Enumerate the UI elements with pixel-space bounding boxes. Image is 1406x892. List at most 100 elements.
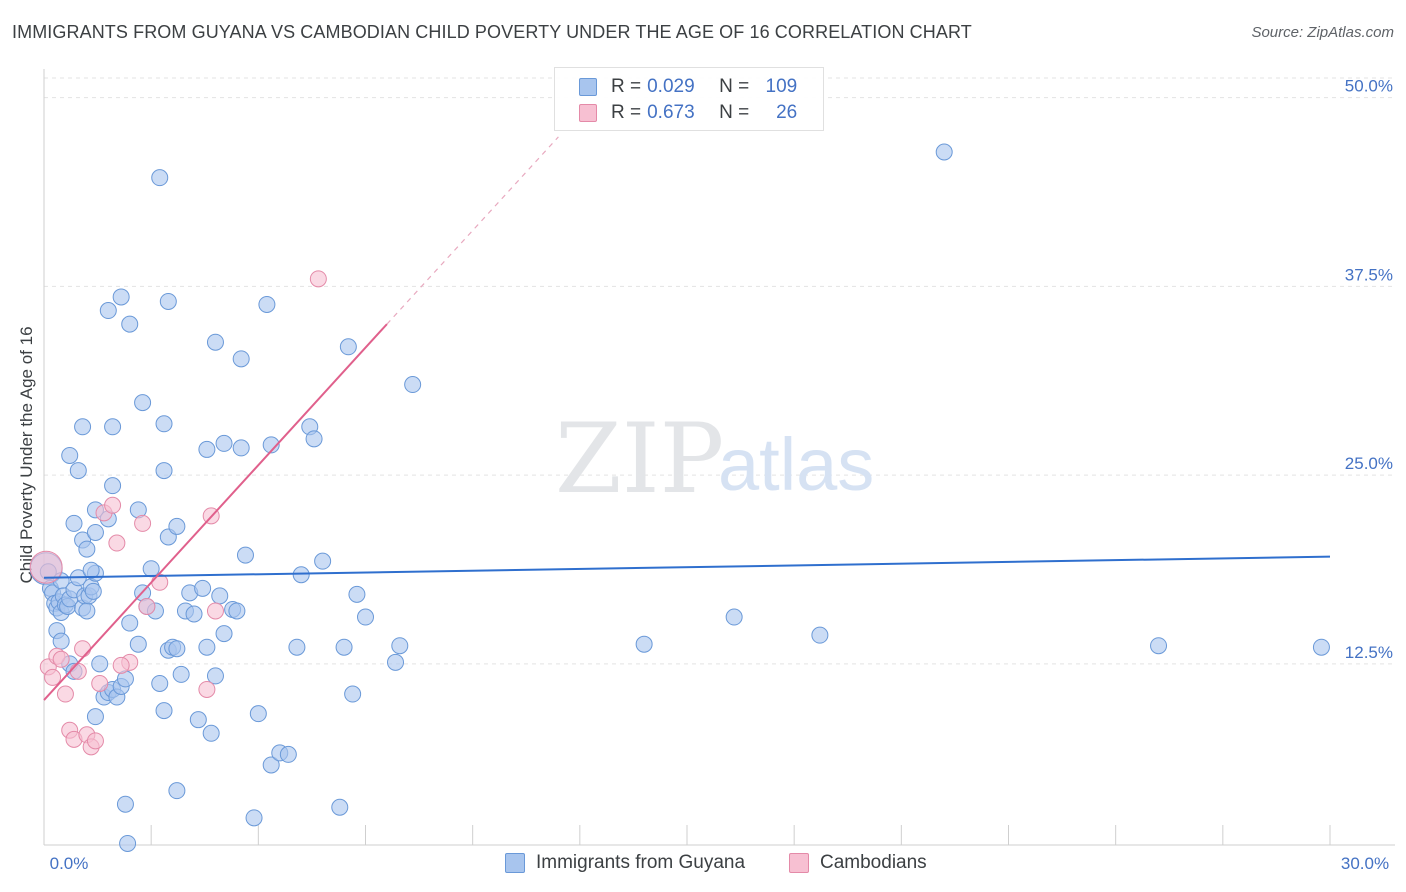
watermark-zip: ZIP	[555, 403, 724, 515]
guyana-point	[198, 440, 216, 458]
stats-row-cambodians: R = 0.673 N = 26	[579, 100, 797, 126]
guyana-point	[232, 350, 250, 368]
guyana-point	[74, 418, 92, 436]
guyana-point	[104, 477, 122, 495]
guyana-point	[134, 394, 152, 412]
guyana-point	[78, 602, 96, 620]
guyana-point	[82, 561, 100, 579]
legend-item-cambodians[interactable]: Cambodians	[789, 852, 927, 874]
cambodian-point	[52, 650, 70, 668]
guyana-point	[339, 338, 357, 356]
guyana-point	[245, 809, 263, 827]
guyana-point	[172, 665, 190, 683]
guyana-point	[159, 292, 177, 310]
guyana-point	[129, 635, 147, 653]
guyana-point	[215, 434, 233, 452]
guyana-point	[168, 782, 186, 800]
cambodian-point	[206, 602, 224, 620]
legend: Immigrants from Guyana Cambodians	[0, 852, 1406, 878]
r-value: 0.029	[647, 76, 695, 97]
guyana-point	[52, 632, 70, 650]
guyana-point	[151, 674, 169, 692]
guyana-point	[84, 582, 102, 600]
legend-item-guyana[interactable]: Immigrants from Guyana	[505, 852, 745, 874]
r-label: R =	[611, 102, 642, 123]
cambodian-point	[138, 597, 156, 615]
guyana-point	[206, 333, 224, 351]
guyana-point	[155, 702, 173, 720]
guyana-point	[116, 795, 134, 813]
guyana-point	[305, 430, 323, 448]
guyana-point	[236, 546, 254, 564]
guyana-point	[86, 523, 104, 541]
source-credit: Source: ZipAtlas.com	[1251, 24, 1394, 41]
guyana-point	[232, 439, 250, 457]
n-value: 26	[776, 102, 798, 123]
n-value: 109	[765, 76, 798, 97]
guyana-point	[91, 655, 109, 673]
y-tick-label: 12.5%	[1345, 643, 1393, 662]
guyana-point	[811, 626, 829, 644]
guyana-point	[194, 579, 212, 597]
guyana-point	[61, 446, 79, 464]
n-label: N =	[719, 76, 750, 97]
cambodian-point	[44, 668, 62, 686]
cambodian-point	[104, 496, 122, 514]
y-tick-label: 50.0%	[1345, 77, 1393, 96]
guyana-point	[635, 635, 653, 653]
cambodians-swatch	[579, 104, 597, 122]
guyana-point	[228, 602, 246, 620]
axes	[43, 69, 1395, 846]
guyana-point	[258, 295, 276, 313]
stats-row-guyana: R = 0.029 N = 109	[579, 74, 797, 100]
data-points	[29, 143, 1330, 852]
guyana-point	[119, 834, 137, 852]
guyana-point	[404, 376, 422, 394]
guyana-point	[142, 560, 160, 578]
guyana-point	[357, 608, 374, 626]
guyana-point	[155, 462, 173, 480]
guyana-point	[65, 514, 83, 532]
guyana-point	[121, 614, 139, 632]
cambodian-trend-line	[43, 323, 388, 701]
tick-labels: 12.5% 25.0% 37.5% 50.0% 0.0% 30.0%	[50, 77, 1393, 873]
cambodian-point	[56, 685, 74, 703]
guyana-point	[348, 585, 366, 603]
y-tick-label: 37.5%	[1345, 265, 1393, 284]
cambodian-trend-extension	[386, 136, 559, 325]
guyana-point	[206, 667, 224, 685]
legend-swatch-guyana	[505, 853, 525, 873]
guyana-point	[69, 462, 87, 480]
guyana-point	[935, 143, 953, 161]
guyana-swatch	[579, 78, 597, 96]
guyana-point	[86, 708, 104, 726]
guyana-point	[335, 638, 353, 656]
guyana-point	[202, 724, 220, 742]
guyana-point	[279, 745, 297, 763]
guyana-point	[168, 517, 186, 535]
stats-box: R = 0.029 N = 109 R = 0.673 N = 26	[554, 67, 824, 131]
guyana-point	[168, 640, 186, 658]
watermark-atlas: atlas	[718, 423, 874, 506]
guyana-point	[1312, 638, 1330, 656]
grid	[44, 77, 1395, 665]
cambodian-point	[309, 270, 327, 288]
x-tick-label: 30.0%	[1341, 854, 1389, 873]
watermark: ZIP atlas	[555, 403, 874, 515]
r-label: R =	[611, 76, 642, 97]
guyana-point	[198, 638, 216, 656]
guyana-point	[387, 653, 405, 671]
cambodian-point	[198, 680, 216, 698]
guyana-point	[1150, 637, 1168, 655]
cambodian-point	[29, 550, 63, 584]
guyana-point	[215, 625, 233, 643]
cambodian-point	[69, 662, 87, 680]
legend-label: Cambodians	[820, 852, 927, 873]
guyana-point	[288, 638, 306, 656]
guyana-point	[104, 418, 122, 436]
guyana-point	[121, 315, 139, 333]
cambodian-point	[86, 732, 104, 750]
trend-lines	[43, 136, 1331, 701]
guyana-point	[78, 540, 96, 558]
